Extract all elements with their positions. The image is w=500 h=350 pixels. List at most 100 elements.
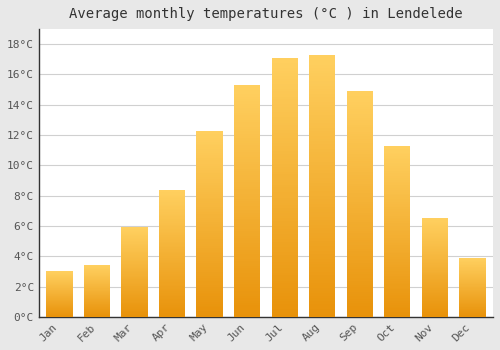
Bar xyxy=(346,312,373,315)
Bar xyxy=(159,192,185,194)
Bar xyxy=(122,279,148,280)
Bar xyxy=(272,250,298,252)
Bar xyxy=(460,302,485,303)
Bar xyxy=(234,280,260,282)
Bar xyxy=(422,227,448,228)
Bar xyxy=(234,229,260,231)
Bar xyxy=(159,233,185,234)
Bar xyxy=(122,267,148,268)
Bar xyxy=(122,294,148,295)
Bar xyxy=(272,180,298,182)
Bar xyxy=(196,144,223,146)
Bar xyxy=(384,146,410,147)
Bar xyxy=(234,312,260,315)
Bar xyxy=(346,226,373,229)
Bar xyxy=(422,266,448,267)
Bar xyxy=(196,172,223,173)
Bar xyxy=(84,285,110,286)
Bar xyxy=(272,239,298,242)
Bar xyxy=(159,252,185,253)
Bar xyxy=(272,299,298,301)
Bar xyxy=(196,203,223,205)
Bar xyxy=(196,214,223,216)
Bar xyxy=(309,223,336,225)
Bar xyxy=(196,287,223,289)
Bar xyxy=(346,265,373,267)
Bar xyxy=(122,285,148,286)
Bar xyxy=(196,256,223,257)
Bar xyxy=(159,263,185,265)
Bar xyxy=(422,275,448,276)
Bar xyxy=(272,99,298,102)
Bar xyxy=(384,315,410,317)
Bar xyxy=(272,154,298,156)
Bar xyxy=(384,271,410,272)
Bar xyxy=(196,272,223,274)
Bar xyxy=(346,96,373,98)
Bar xyxy=(309,154,336,157)
Bar xyxy=(159,196,185,197)
Bar xyxy=(196,233,223,235)
Bar xyxy=(159,191,185,192)
Bar xyxy=(309,301,336,304)
Bar xyxy=(196,147,223,149)
Bar xyxy=(384,204,410,205)
Bar xyxy=(346,279,373,281)
Bar xyxy=(346,173,373,175)
Bar xyxy=(422,284,448,285)
Bar xyxy=(272,185,298,187)
Bar xyxy=(272,270,298,273)
Bar xyxy=(196,315,223,317)
Bar xyxy=(122,296,148,297)
Bar xyxy=(234,155,260,157)
Bar xyxy=(159,210,185,211)
Bar xyxy=(234,180,260,182)
Bar xyxy=(196,261,223,263)
Bar xyxy=(234,231,260,233)
Bar xyxy=(460,286,485,287)
Bar xyxy=(196,278,223,280)
Bar xyxy=(309,314,336,317)
Bar xyxy=(84,299,110,300)
Bar xyxy=(234,266,260,268)
Bar xyxy=(460,314,485,315)
Bar xyxy=(159,239,185,240)
Bar xyxy=(234,182,260,185)
Bar xyxy=(309,173,336,175)
Bar xyxy=(346,294,373,296)
Bar xyxy=(384,164,410,166)
Bar xyxy=(46,308,72,309)
Bar xyxy=(422,265,448,266)
Bar xyxy=(122,243,148,244)
Bar xyxy=(234,240,260,243)
Bar xyxy=(272,294,298,296)
Bar xyxy=(272,86,298,89)
Bar xyxy=(460,295,485,296)
Bar xyxy=(346,161,373,163)
Bar xyxy=(159,260,185,261)
Bar xyxy=(422,303,448,304)
Bar xyxy=(196,263,223,265)
Bar xyxy=(384,259,410,260)
Bar xyxy=(234,101,260,104)
Bar xyxy=(196,132,223,134)
Bar xyxy=(309,228,336,230)
Bar xyxy=(122,242,148,243)
Bar xyxy=(384,161,410,163)
Bar xyxy=(309,262,336,264)
Bar xyxy=(346,220,373,222)
Bar xyxy=(122,233,148,234)
Bar xyxy=(309,73,336,76)
Bar xyxy=(422,282,448,284)
Bar xyxy=(309,68,336,70)
Bar xyxy=(346,270,373,272)
Bar xyxy=(272,229,298,231)
Bar xyxy=(196,142,223,143)
Bar xyxy=(46,279,72,280)
Bar xyxy=(384,291,410,293)
Bar xyxy=(346,276,373,279)
Bar xyxy=(159,256,185,257)
Bar xyxy=(384,172,410,173)
Bar xyxy=(272,169,298,172)
Bar xyxy=(122,263,148,264)
